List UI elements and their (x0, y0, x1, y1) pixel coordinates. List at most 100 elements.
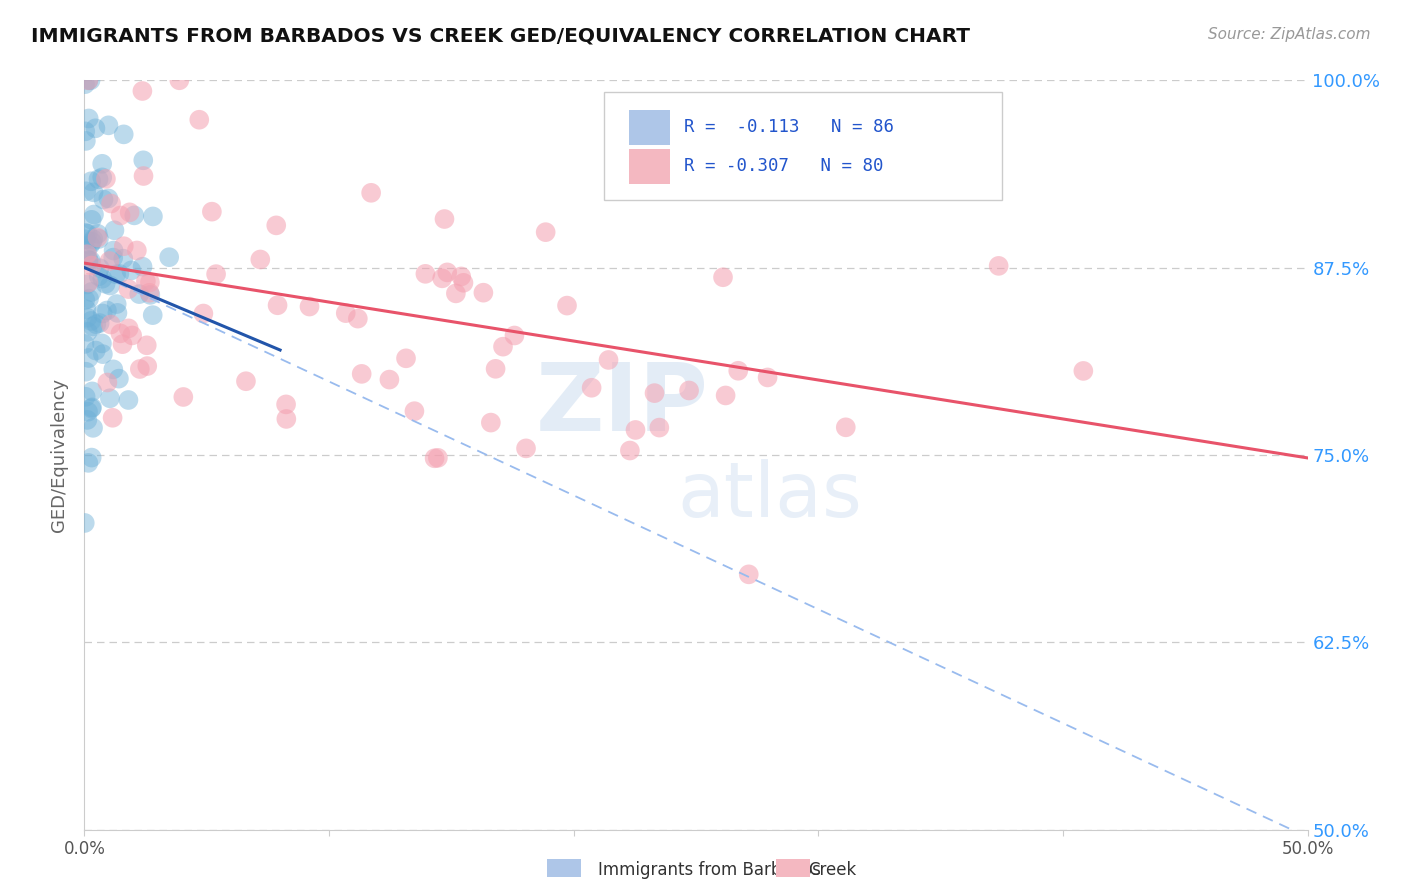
Point (128, 362, 150, 376)
Point (97, 119, 120, 133)
Point (101, 410, 124, 425)
Point (79, 73, 101, 87)
Point (714, 388, 737, 402)
Point (80, 253, 103, 268)
Point (131, 84, 153, 98)
Point (77, 456, 100, 470)
Point (450, 269, 472, 284)
Point (111, 337, 134, 351)
FancyBboxPatch shape (628, 149, 671, 184)
Point (80, 174, 103, 188)
Point (89, 261, 111, 276)
Point (264, 219, 287, 233)
Point (80, 450, 103, 465)
Point (91, 170, 114, 185)
Point (84, 121, 107, 136)
Point (503, 328, 526, 343)
Point (77, 292, 100, 306)
Point (96, 303, 118, 318)
Point (82, 421, 104, 435)
Point (77, 252, 100, 267)
Point (103, 223, 125, 237)
Point (91, 271, 114, 285)
Point (73, 337, 96, 351)
Point (201, 204, 224, 219)
FancyBboxPatch shape (776, 859, 810, 877)
Point (350, 367, 373, 381)
Text: ZIP: ZIP (536, 359, 709, 451)
Point (80, 235, 103, 249)
Point (138, 285, 160, 300)
Text: R =  -0.113   N = 86: R = -0.113 N = 86 (683, 119, 894, 136)
Point (77, 73, 100, 87)
Point (75, 293, 97, 307)
Point (91, 306, 114, 320)
Point (107, 306, 129, 320)
Point (266, 298, 288, 312)
Point (118, 205, 141, 219)
Point (117, 282, 139, 296)
Point (157, 250, 180, 264)
Point (83, 186, 105, 200)
Point (98, 254, 121, 268)
Point (76, 227, 98, 241)
Point (73, 516, 96, 530)
Point (727, 364, 749, 378)
Point (97, 192, 120, 206)
Point (120, 263, 142, 277)
Point (479, 416, 502, 430)
Point (84, 343, 107, 358)
Point (172, 390, 194, 404)
Point (360, 186, 382, 200)
Point (105, 297, 128, 311)
Text: Creek: Creek (808, 861, 856, 879)
Point (235, 374, 257, 388)
Point (110, 209, 132, 223)
Point (132, 169, 155, 183)
Text: IMMIGRANTS FROM BARBADOS VS CREEK GED/EQUIVALENCY CORRELATION CHART: IMMIGRANTS FROM BARBADOS VS CREEK GED/EQ… (31, 27, 970, 45)
Point (73, 77, 96, 91)
Point (80, 259, 103, 273)
Point (515, 442, 537, 456)
Point (139, 275, 162, 289)
Point (76, 277, 98, 292)
Point (444, 286, 467, 301)
Point (274, 397, 297, 411)
Point (110, 326, 132, 341)
Point (644, 386, 666, 401)
Point (1073, 364, 1095, 378)
Point (205, 267, 228, 281)
Point (98, 278, 121, 293)
Point (100, 196, 122, 211)
Point (91, 157, 114, 171)
Point (80, 212, 103, 227)
Point (94, 172, 117, 186)
Point (125, 244, 148, 258)
Point (249, 252, 271, 267)
Point (276, 412, 298, 426)
Point (75, 226, 97, 240)
Point (103, 251, 125, 265)
Point (77, 112, 100, 126)
Point (77, 276, 100, 290)
Point (76, 310, 98, 325)
Point (76, 247, 98, 261)
Point (835, 420, 858, 434)
Point (132, 153, 155, 168)
Y-axis label: GED/Equivalency: GED/Equivalency (49, 378, 67, 532)
Point (378, 373, 401, 387)
Point (131, 260, 153, 274)
FancyBboxPatch shape (547, 859, 581, 877)
Point (76, 413, 98, 427)
Point (90, 336, 112, 351)
Point (335, 306, 357, 320)
Point (619, 443, 641, 458)
Point (80, 401, 103, 416)
Point (75, 184, 97, 198)
Point (987, 259, 1010, 273)
Point (598, 353, 620, 368)
Point (534, 225, 557, 239)
Point (80, 314, 103, 328)
Point (423, 451, 446, 466)
Text: Source: ZipAtlas.com: Source: ZipAtlas.com (1208, 27, 1371, 42)
